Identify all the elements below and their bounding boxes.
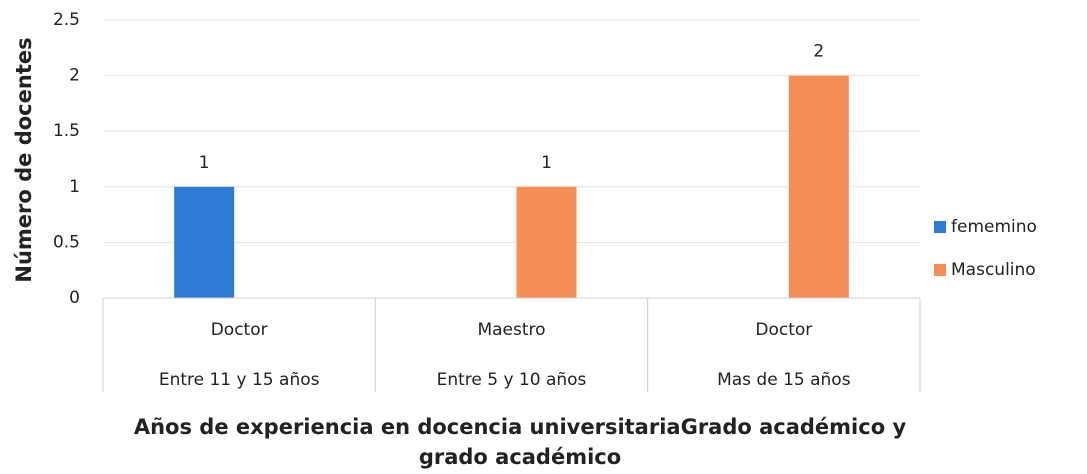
y-axis-label: Número de docentes: [12, 37, 36, 282]
data-label: 1: [541, 153, 552, 173]
legend-swatch: [934, 264, 946, 276]
legend-swatch: [934, 221, 946, 233]
y-tick-label: 2: [69, 66, 80, 86]
chart: Número de docentes 0 0.5 1 1.5 2 2.5 Doctor Ent…: [12, 10, 1037, 392]
y-tick-label: 1.5: [53, 121, 80, 141]
x-tick-label: Maestro: [477, 320, 545, 340]
x-group-label: Mas de 15 años: [717, 370, 851, 390]
x-tick-label: Doctor: [211, 320, 268, 340]
bar: [516, 186, 577, 298]
data-label: 2: [813, 42, 824, 62]
y-tick-label: 0: [69, 288, 80, 308]
x-axis-label: Años de experiencia en docencia universi…: [133, 415, 907, 469]
legend-label: Masculino: [951, 260, 1036, 280]
x-group-label: Entre 11 y 15 años: [159, 370, 320, 390]
x-tick-label: Doctor: [755, 320, 812, 340]
legend-label: fememino: [951, 217, 1037, 237]
y-tick-label: 0.5: [53, 232, 80, 252]
y-tick-label: 2.5: [53, 10, 80, 30]
bar: [788, 75, 849, 298]
bar: [174, 186, 235, 298]
x-group-label: Entre 5 y 10 años: [437, 370, 587, 390]
y-tick-label: 1: [69, 177, 80, 197]
data-label: 1: [199, 153, 210, 173]
